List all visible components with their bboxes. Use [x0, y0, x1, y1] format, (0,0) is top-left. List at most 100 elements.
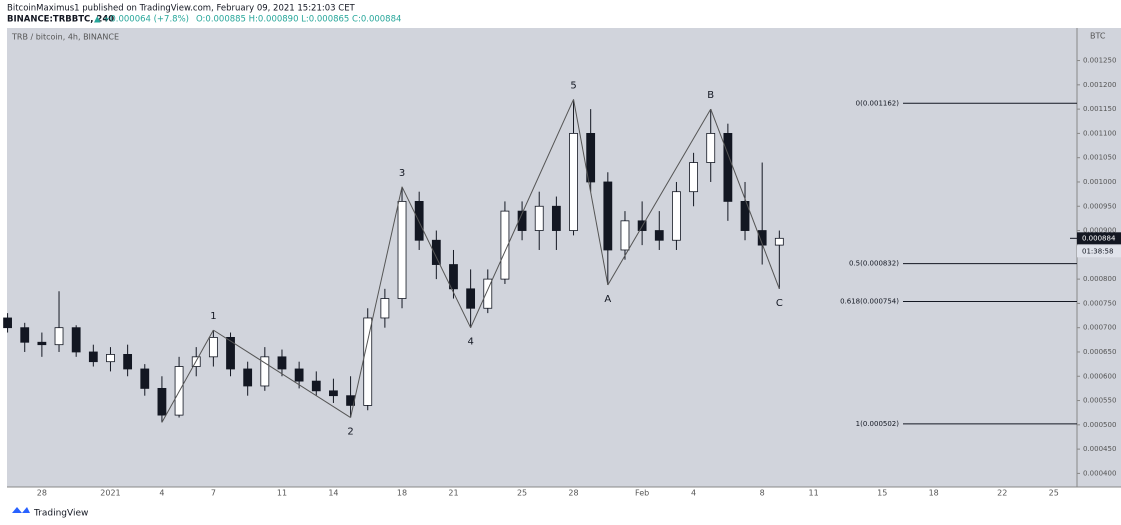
candle-body: [3, 317, 12, 329]
candle-body: [431, 239, 441, 265]
y-tick-label: 0.001100: [1083, 129, 1116, 137]
candle-body: [723, 132, 733, 202]
y-tick-label: 0.001000: [1083, 178, 1116, 186]
candle-body: [414, 200, 424, 241]
price-tag-label: 0.000884: [1082, 234, 1116, 242]
candle-body: [294, 368, 304, 382]
candle-body: [689, 162, 698, 193]
symbol: BINANCE:TRBBTC, 240: [7, 15, 114, 25]
x-tick-label: 25: [1049, 489, 1059, 498]
y-tick-label: 0.000400: [1083, 469, 1116, 477]
candle-body: [140, 368, 150, 389]
countdown-bg: [1077, 245, 1121, 258]
wave-line: [470, 99, 574, 328]
x-tick-label: 4: [691, 489, 696, 498]
fib-label: 0.618(0.000754): [840, 297, 899, 305]
x-tick-label: 7: [211, 489, 216, 498]
wave-label: 2: [347, 427, 353, 438]
x-tick-label: 28: [37, 489, 47, 498]
x-tick-label: 15: [877, 489, 887, 498]
ohlc: O:0.000885 H:0.000890 L:0.000865 C:0.000…: [196, 15, 401, 25]
x-tick-label: 18: [929, 489, 939, 498]
x-tick-label: 22: [997, 489, 1007, 498]
brand: TradingView: [33, 509, 88, 519]
candle-body: [500, 210, 510, 280]
y-tick-label: 0.000550: [1083, 397, 1116, 405]
candle-body: [569, 132, 578, 231]
candle-body: [586, 132, 596, 183]
wave-label: 3: [399, 168, 405, 179]
wave-label: 5: [570, 80, 576, 91]
candle-body: [54, 327, 64, 346]
candle-body: [363, 317, 373, 406]
candle-body: [157, 387, 167, 416]
y-tick-label: 0.000900: [1083, 227, 1116, 235]
candle-body: [517, 210, 527, 231]
wave-line: [710, 108, 780, 290]
candle-body: [260, 356, 270, 387]
x-tick-label: 21: [448, 489, 458, 498]
y-tick-label: 0.000500: [1083, 421, 1116, 429]
plot-bg: [7, 28, 1077, 487]
x-tick-label: 8: [760, 489, 765, 498]
axis-bg: [1077, 28, 1121, 487]
fib-label: 1(0.000502): [856, 420, 900, 428]
y-tick-label: 0.001250: [1083, 57, 1116, 65]
candle-body: [243, 368, 253, 387]
x-tick-label: 4: [159, 489, 164, 498]
wave-label: 1: [210, 311, 216, 322]
y-tick-label: 0.000700: [1083, 324, 1116, 332]
y-tick-label: 0.000950: [1083, 202, 1116, 210]
wave-line: [573, 99, 609, 286]
wave-label: C: [776, 298, 783, 309]
candle-body: [106, 353, 115, 363]
candle-body: [71, 327, 81, 353]
candle-body: [740, 200, 750, 231]
candle-body: [88, 351, 98, 363]
y-tick-label: 0.000600: [1083, 372, 1116, 380]
candle-body: [534, 205, 544, 231]
fib-label: 0.5(0.000832): [849, 260, 899, 268]
candle-body: [449, 264, 458, 290]
x-tick-label: 18: [397, 489, 407, 498]
wave-line: [161, 329, 214, 423]
candle-body: [208, 336, 218, 358]
change: ▲ +0.000064 (+7.8%): [94, 15, 189, 25]
chart-title: TRB / bitcoin, 4h, BINANCE: [11, 33, 119, 42]
candle-body: [380, 298, 390, 319]
countdown: 01:38:58: [1082, 247, 1113, 255]
x-tick-label: 25: [517, 489, 527, 498]
candle-body: [37, 341, 47, 346]
candle-body: [603, 181, 613, 251]
candle-body: [311, 380, 321, 392]
wave-line: [401, 186, 472, 328]
y-tick-label: 0.000650: [1083, 348, 1116, 356]
wave-label: B: [707, 90, 714, 101]
y-tick-label: 0.001150: [1083, 105, 1116, 113]
candle-body: [483, 278, 493, 309]
price-tag: [1077, 232, 1121, 245]
candle-body: [466, 288, 476, 309]
fib-label: 0(0.001162): [856, 99, 900, 107]
candle-body: [123, 353, 133, 370]
y-tick-label: 0.000450: [1083, 445, 1116, 453]
wave-label: 4: [467, 337, 473, 348]
x-tick-label: 28: [568, 489, 578, 498]
candle-body: [20, 327, 30, 343]
x-tick-label: Feb: [635, 489, 649, 498]
publisher: BitcoinMaximus1 published on TradingView…: [7, 4, 356, 14]
logo-icon: [12, 507, 30, 513]
candle-body: [654, 230, 664, 241]
candle-body: [277, 356, 287, 370]
x-tick-label: 11: [277, 489, 287, 498]
candle-body: [329, 390, 338, 397]
candle-body: [551, 205, 561, 231]
x-tick-label: 14: [328, 489, 338, 498]
y-tick-label: 0.001200: [1083, 81, 1116, 89]
candle-body: [620, 220, 630, 251]
candle-body: [226, 336, 235, 370]
y-tick-label: 0.000750: [1083, 299, 1116, 307]
candle-body: [706, 132, 716, 163]
y-tick-label: 0.001050: [1083, 154, 1116, 162]
